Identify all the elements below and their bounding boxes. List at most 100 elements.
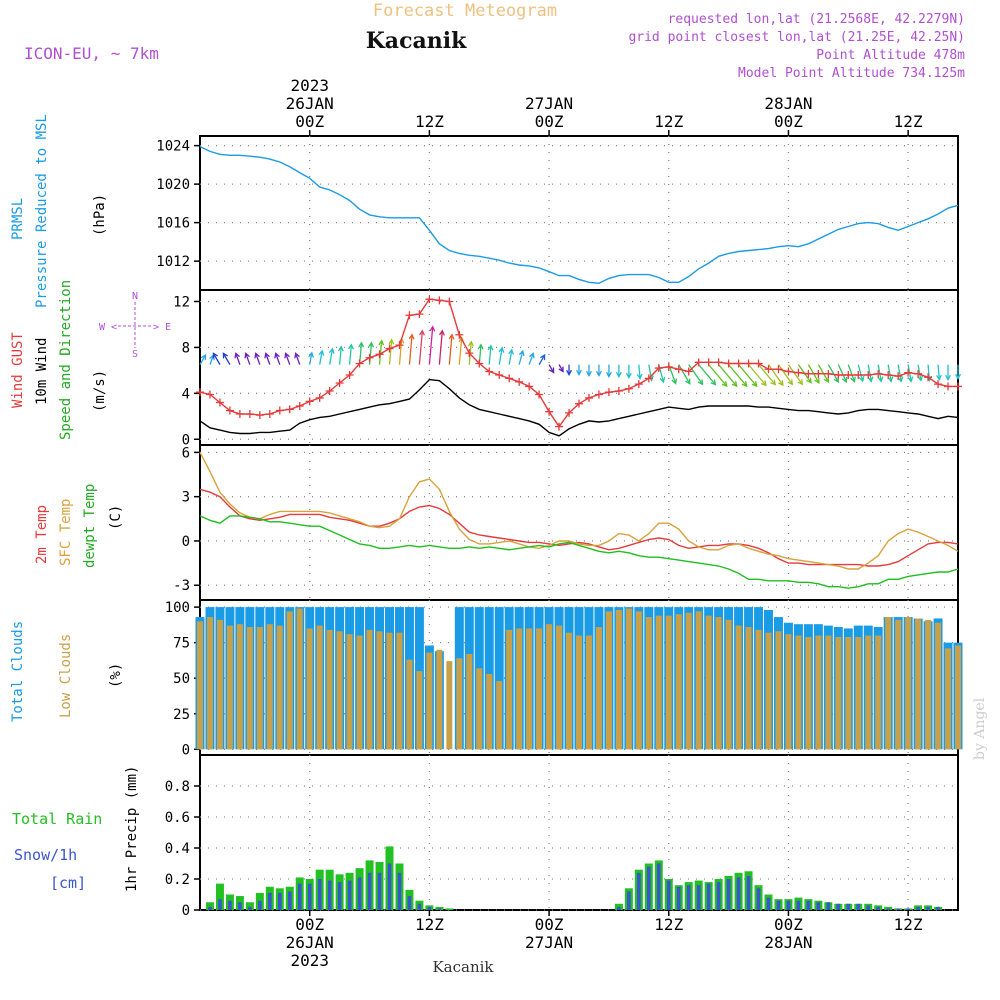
y-tick-label: 0.6 [165, 810, 190, 826]
y-tick-label: 3 [182, 490, 190, 506]
pressure-unit: (hPa) [92, 194, 108, 236]
bottom-hour-label: 12Z [894, 915, 923, 934]
low-cloud-bar [675, 614, 682, 750]
low-cloud-bar [685, 612, 692, 750]
wind-direction-arrow [767, 364, 784, 386]
snow-bar [367, 872, 372, 910]
wind-direction-arrow [255, 353, 261, 365]
wind-arrow-head [615, 371, 622, 378]
low-cloud-bar [845, 636, 852, 750]
wind-direction-arrow [295, 353, 301, 365]
y-tick-label: 1012 [156, 254, 190, 270]
low-cloud-bar [885, 617, 892, 750]
wind-arrow-head [368, 341, 375, 348]
snow-bar [238, 902, 242, 910]
temp-unit: (C) [108, 505, 124, 530]
wind-direction-arrow [498, 347, 503, 365]
sfc-temp-label: SFC Temp [58, 499, 74, 566]
wind-arrow-head [823, 376, 830, 384]
low-cloud-bar [695, 611, 702, 750]
wind-direction-arrow [408, 334, 413, 365]
gust-marker [275, 406, 284, 415]
wind-arrow-head [200, 353, 207, 361]
low-cloud-bar [286, 611, 293, 750]
low-cloud-bar [506, 629, 513, 750]
rain-bar [205, 902, 214, 910]
gust-marker [325, 387, 334, 396]
bottom-hour-label: 00Z [774, 915, 803, 934]
wind-arrow-head [897, 376, 904, 383]
gust-marker [295, 401, 304, 410]
snow-bar [387, 863, 392, 910]
gust-marker [465, 349, 474, 358]
wind-arrow-head [408, 333, 415, 340]
wind-arrow-head [877, 376, 884, 383]
wind-direction-arrow [748, 364, 767, 386]
wind-direction-arrow [212, 353, 221, 365]
gust-marker [575, 399, 583, 408]
low-cloud-bar [396, 632, 403, 750]
snow-bar [826, 902, 831, 910]
top-hour-label: 00Z [774, 112, 803, 131]
low-cloud-bar [925, 619, 932, 750]
wind-arrow-head [439, 329, 445, 336]
gust-marker [445, 297, 454, 306]
low-cloud-bar [466, 654, 473, 750]
wind-arrow-head [518, 349, 525, 357]
wind-direction-arrow [518, 350, 524, 365]
gust-marker [744, 359, 753, 368]
gust-marker [315, 393, 324, 402]
snow-bar [696, 885, 701, 910]
gust-marker [265, 410, 274, 418]
low-cloud-bar [426, 652, 433, 750]
low-cloud-bar [316, 625, 323, 750]
y-tick-label: 1024 [156, 139, 190, 155]
model-label: ICON-EU, ~ 7km [24, 44, 159, 63]
wind-arrow-head [264, 352, 270, 359]
low-cloud-bar [216, 619, 223, 750]
wind-arrow-head [448, 333, 455, 340]
rain-bar [245, 902, 254, 910]
gust-marker [565, 408, 574, 417]
low-cloud-bar [825, 635, 832, 750]
snow-bar [627, 891, 631, 910]
wind-direction-arrow [837, 364, 847, 383]
wind-arrow-head [284, 352, 290, 359]
gust-marker [874, 369, 883, 378]
gust-marker [355, 359, 364, 368]
low-cloud-bar [935, 622, 942, 750]
wind-arrow-head [508, 348, 515, 355]
wind-axis-titles: Wind GUST 10m Wind Speed and Direction (… [10, 280, 171, 440]
gust-marker [225, 406, 234, 415]
wind-arrow-head [498, 346, 505, 353]
wind-direction-arrow [528, 353, 534, 365]
wind-arrow-head [348, 343, 354, 350]
temperature-panel: -3 0 3 6 [173, 444, 959, 601]
wind-direction-arrow [698, 364, 716, 385]
low-cloud-bar [915, 618, 922, 750]
gust-marker [774, 365, 783, 374]
low-cloud-bar [835, 636, 842, 750]
low-cloud-bar [625, 608, 632, 750]
low-cloud-bar [655, 615, 662, 750]
y-tick-label: 100 [165, 600, 190, 616]
gust-marker [196, 388, 204, 397]
wind-direction-arrow [787, 364, 803, 385]
bottom-date-label: 26JAN [286, 933, 334, 952]
gust-marker [365, 353, 374, 362]
series-prmsl [199, 145, 959, 285]
wind-arrow-head [841, 376, 848, 384]
wind-direction-arrow [438, 330, 443, 365]
gust-marker [664, 362, 673, 371]
gust-marker [215, 398, 224, 407]
wind-arrow-head [234, 352, 240, 359]
low-clouds-label: Low Clouds [58, 634, 74, 718]
snow-bar [786, 900, 791, 910]
wind-unit: (m/s) [92, 370, 108, 412]
top-date-label: 27JAN [525, 94, 573, 113]
gust-marker [644, 374, 653, 383]
wind-direction-arrow [235, 353, 241, 365]
wind-direction-arrow [708, 364, 728, 387]
wind-arrow-head [558, 366, 564, 373]
wind-arrow-head [787, 379, 794, 386]
